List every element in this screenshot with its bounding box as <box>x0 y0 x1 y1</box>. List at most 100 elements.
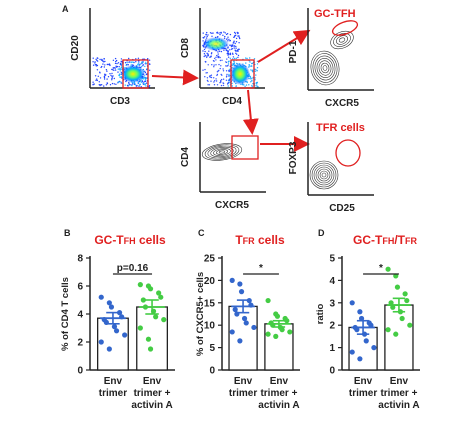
contour-line <box>321 172 327 178</box>
flow-dot <box>226 38 228 40</box>
flow-dot <box>245 57 247 59</box>
flow-dot <box>229 52 232 54</box>
flow-dot <box>212 32 214 34</box>
flow-dot <box>92 61 94 63</box>
flow-dot <box>229 68 231 71</box>
data-point <box>137 282 143 288</box>
flow-dot <box>118 68 121 70</box>
data-point <box>368 322 374 328</box>
flow-dot <box>131 84 133 87</box>
flow-dot <box>138 60 140 62</box>
flow-dot <box>142 65 144 67</box>
flow-dot <box>245 62 247 64</box>
flow-dot <box>246 57 248 60</box>
flow-dot <box>217 56 219 59</box>
data-point <box>274 313 281 319</box>
y-label: PD-1 <box>288 40 299 63</box>
flow-dot <box>137 82 140 84</box>
flow-dot <box>132 61 134 63</box>
flow-dot <box>205 33 207 36</box>
data-point <box>147 286 154 292</box>
flow-dot <box>125 64 127 67</box>
data-point <box>145 336 152 342</box>
contour-line <box>311 162 337 188</box>
flow-dot <box>94 63 97 66</box>
flow-dot <box>206 35 208 38</box>
title-part: cells <box>255 233 285 247</box>
contour-line <box>315 166 333 184</box>
y-label: FOXP3 <box>288 141 299 174</box>
flow-dot <box>140 81 143 83</box>
flow-dot <box>95 63 98 66</box>
flow-dot <box>229 33 232 36</box>
flow-dot <box>238 42 240 44</box>
data-point <box>251 324 257 331</box>
flow-dot <box>145 78 147 80</box>
flow-dot <box>230 44 233 46</box>
flow-dot <box>251 84 253 87</box>
flow-dot <box>248 66 250 68</box>
contour <box>201 143 243 161</box>
data-point <box>111 324 118 330</box>
chart-title: GC-TFH/TFR <box>353 233 417 247</box>
flow-dot <box>222 78 225 80</box>
flow-dot <box>228 60 230 62</box>
flow-dot <box>255 68 257 71</box>
x-label: CXCR5 <box>325 98 359 109</box>
flow-dot <box>231 82 233 85</box>
bar <box>136 306 169 371</box>
flow-dot <box>234 42 236 45</box>
flow-dot <box>227 47 229 49</box>
flow-dot <box>249 76 252 79</box>
flow-dot <box>120 81 122 83</box>
data-point <box>237 281 243 287</box>
flow-dot <box>234 35 236 37</box>
title-part: FH <box>124 236 136 246</box>
flow-dot <box>218 69 220 72</box>
flow-dot <box>203 53 206 55</box>
y-tick-label: 5 <box>209 343 215 354</box>
y-tick-label: 4 <box>329 276 335 287</box>
flow-dot <box>202 32 204 34</box>
contour-line <box>210 146 234 158</box>
x-label: CD3 <box>110 96 130 107</box>
category-label: Env <box>354 376 373 387</box>
flow-dot <box>99 77 102 79</box>
flow-dot <box>243 84 245 86</box>
flow-dot <box>229 57 231 59</box>
data-point <box>98 294 104 300</box>
flow-dot <box>129 61 131 63</box>
contour <box>309 160 339 190</box>
contour-line <box>317 168 331 182</box>
flow-dot <box>225 49 227 52</box>
flow-dot <box>106 82 109 85</box>
x-label: CXCR5 <box>215 200 249 211</box>
flow-dot <box>218 63 220 66</box>
flow-dot <box>229 49 231 51</box>
flow-dot <box>229 39 231 42</box>
flow-dot <box>208 84 211 86</box>
flow-dot <box>229 78 231 81</box>
flow-dot <box>202 40 204 42</box>
category-label: Env <box>104 376 123 387</box>
flow-dot <box>102 59 104 61</box>
flow-dot <box>117 68 119 70</box>
flow-dot <box>250 81 252 83</box>
flow-dot <box>206 79 209 82</box>
flow-dot <box>251 70 253 72</box>
flow-dot <box>97 57 99 59</box>
flow-dot <box>256 85 258 87</box>
flow-dot <box>256 63 259 65</box>
data-point <box>156 290 162 296</box>
flow-dot <box>93 83 95 85</box>
flow-dot <box>204 76 206 78</box>
data-point <box>98 339 104 345</box>
flow-dot <box>119 70 121 72</box>
flow-dot <box>233 60 235 62</box>
flow-dot <box>256 81 259 84</box>
flow-dot <box>145 85 147 87</box>
flow-dot <box>231 45 234 47</box>
flow-dot <box>206 52 208 54</box>
y-tick-label: 15 <box>204 298 216 309</box>
